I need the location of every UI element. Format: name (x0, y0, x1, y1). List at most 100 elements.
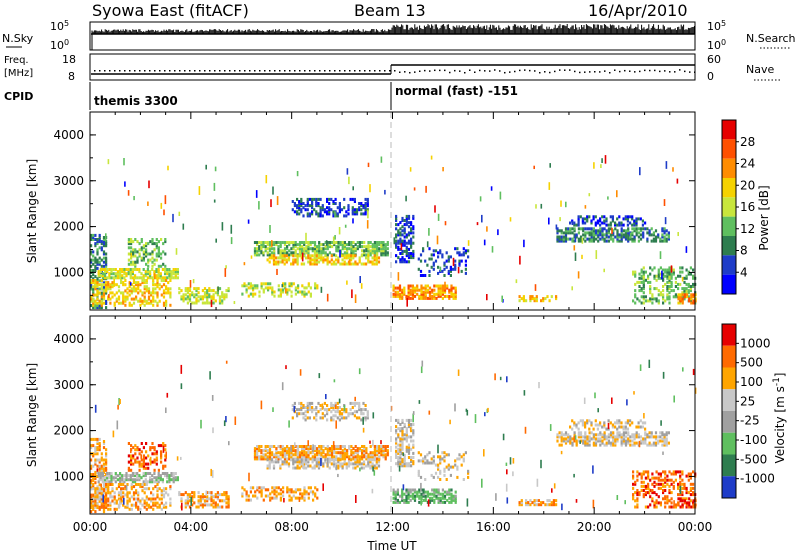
scatter-cell (270, 458, 273, 462)
scatter-cell (276, 268, 278, 276)
scatter-cell (136, 268, 139, 271)
scatter-cell (558, 237, 561, 241)
scatter-cell (140, 272, 143, 276)
scatter-cell (102, 287, 106, 291)
scatter-cell (272, 254, 276, 258)
scatter-cell (405, 488, 408, 492)
scatter-cell (642, 484, 645, 488)
scatter-cell (401, 256, 404, 260)
scatter-cell (401, 445, 404, 449)
scatter-cell (376, 451, 379, 455)
scatter-cell (98, 240, 101, 244)
colorbar-swatch (722, 274, 736, 294)
scatter-cell (590, 431, 593, 435)
scatter-cell (296, 464, 299, 468)
scatter-cell (649, 297, 652, 301)
scatter-cell (462, 478, 465, 481)
scatter-cell (107, 485, 110, 489)
scatter-cell (113, 495, 116, 499)
scatter-cell (662, 268, 665, 272)
scatter-cell (652, 233, 655, 237)
scatter-cell (592, 435, 595, 439)
scatter-cell (614, 425, 617, 429)
scatter-cell (462, 457, 465, 461)
scatter-cell (361, 455, 364, 459)
scatter-cell (679, 474, 682, 478)
scatter-cell (135, 287, 138, 291)
scatter-cell (165, 279, 168, 282)
nave-dot (649, 69, 651, 72)
scatter-cell (573, 221, 576, 225)
scatter-cell (98, 246, 101, 250)
scatter-cell (363, 455, 366, 459)
scatter-cell (433, 494, 436, 498)
scatter-cell (298, 412, 301, 416)
scatter-cell (550, 501, 553, 505)
scatter-cell (634, 499, 637, 503)
scatter-cell (443, 494, 447, 498)
scatter-cell (661, 235, 664, 239)
scatter-cell (650, 431, 653, 435)
scatter-cell (142, 246, 145, 250)
scatter-cell (330, 462, 333, 466)
scatter-cell (366, 414, 369, 418)
scatter-cell (141, 485, 144, 489)
scatter-cell (212, 499, 215, 503)
scatter-cell (253, 451, 257, 455)
scatter-cell (154, 299, 157, 303)
scatter-cell (312, 498, 315, 502)
scatter-cell (102, 507, 106, 511)
scatter-cell (136, 276, 139, 280)
scatter-cell (556, 229, 559, 233)
scatter-cell (681, 482, 684, 486)
scatter-cell (592, 443, 595, 447)
scatter-cell (663, 437, 666, 441)
scatter-cell (114, 472, 117, 475)
scatter-cell (607, 239, 610, 243)
scatter-cell (266, 251, 269, 255)
scatter-cell (153, 248, 156, 252)
scatter-cell (197, 295, 200, 299)
scatter-cell (624, 235, 628, 239)
scatter-cell (439, 461, 442, 465)
nave-dot (344, 70, 346, 72)
scatter-cell (309, 445, 312, 448)
scatter-cell (343, 445, 346, 448)
scatter-cell (316, 247, 319, 251)
scatter-cell (687, 285, 690, 288)
scatter-cell (454, 459, 457, 463)
scatter-cell (107, 283, 110, 287)
scatter-cell (437, 490, 440, 494)
scatter-cell (422, 498, 425, 502)
scatter-cell (351, 210, 354, 214)
scatter-cell (132, 285, 136, 289)
scatter-cell (292, 462, 295, 466)
scatter-cell (186, 503, 189, 507)
scatter-cell (293, 210, 296, 214)
scatter-cell (395, 227, 398, 231)
scatter-cell (534, 284, 537, 291)
y-tick-label: 2000 (53, 220, 84, 234)
scatter-cell (573, 223, 576, 227)
scatter-cell (450, 496, 453, 500)
scatter-cell (446, 490, 449, 494)
scatter-cell (386, 251, 389, 255)
scatter-cell (648, 231, 651, 235)
scatter-cell (464, 263, 467, 267)
scatter-cell (300, 404, 303, 407)
scatter-cell (584, 235, 587, 239)
scatter-cell (315, 464, 318, 468)
scatter-cell (223, 491, 226, 495)
scatter-cell (337, 458, 340, 462)
scatter-cell (330, 416, 333, 420)
scatter-cell (311, 212, 314, 216)
scatter-cell (584, 443, 587, 447)
freq-label-top: Freq. (4, 55, 29, 66)
scatter-cell (152, 299, 155, 303)
scatter-cell (395, 239, 398, 243)
scatter-cell (641, 219, 644, 223)
scatter-cell (407, 231, 411, 235)
scatter-cell (137, 505, 140, 509)
scatter-cell (296, 204, 299, 208)
